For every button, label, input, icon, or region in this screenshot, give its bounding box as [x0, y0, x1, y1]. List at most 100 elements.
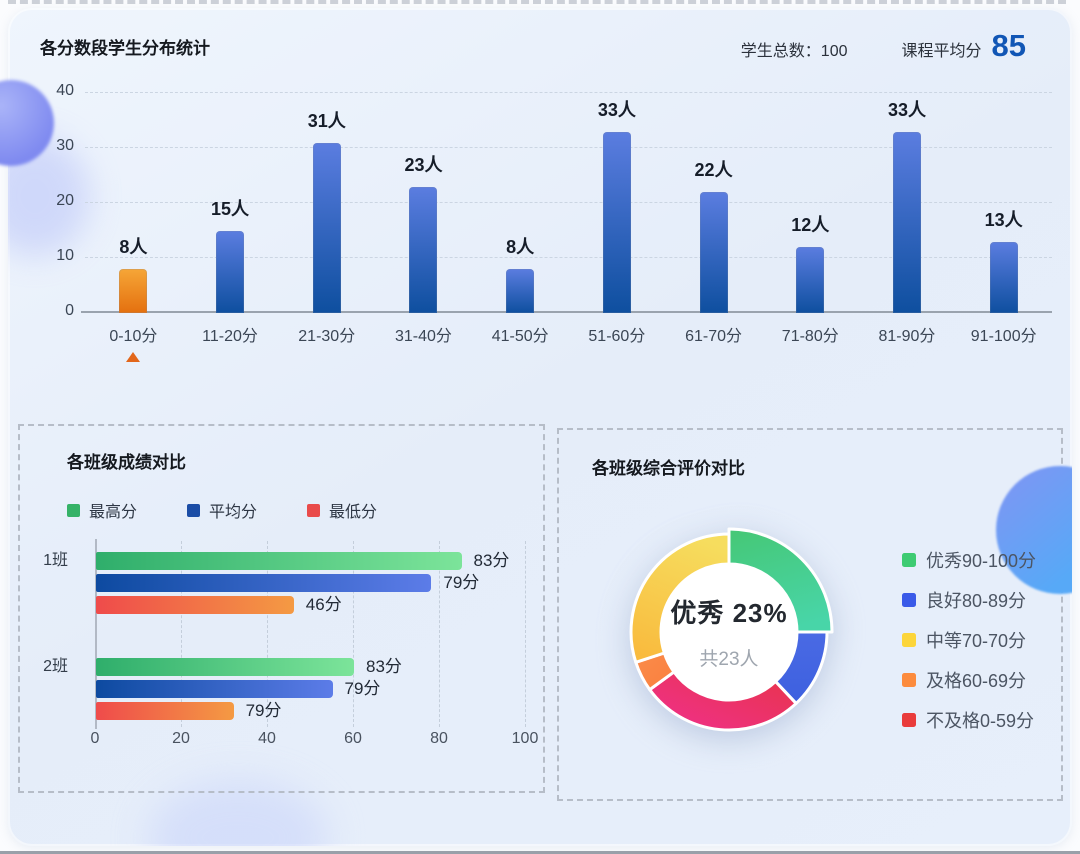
class-score-title: 各班级成绩对比 [67, 453, 186, 472]
highlight-triangle-icon [126, 352, 141, 362]
legend-swatch-icon [187, 503, 201, 517]
bar-value-label-0: 8人 [119, 237, 148, 257]
gridline-x-60 [353, 541, 354, 727]
course-average-value: 85 [991, 28, 1026, 63]
hbar-value-label-g1-s2: 79分 [245, 701, 282, 720]
evaluation-legend-item-2[interactable]: 中等70-70分 [902, 630, 1036, 651]
gridline-x-40 [267, 541, 268, 727]
bar-value-label-5: 33人 [597, 99, 636, 120]
vbar-5[interactable] [602, 131, 631, 313]
x-category-7: 71-80分 [781, 328, 839, 345]
legend-swatch-icon [902, 633, 916, 647]
x-category-2: 21-30分 [298, 328, 356, 345]
hbar-value-label-g0-s1: 79分 [443, 573, 480, 592]
score-distribution-plot: 8人 15人 31人 23人 8人 33人 22人 12人 33人 13人 [81, 92, 1052, 313]
score-distribution-title: 各分数段学生分布统计 [40, 39, 210, 58]
x-category-9: 91-100分 [970, 328, 1037, 345]
y-tick-40: 40 [56, 82, 74, 99]
class-evaluation-title: 各班级综合评价对比 [592, 459, 745, 478]
legend-item-最低分[interactable]: 最低分 [307, 498, 377, 522]
vbar-3[interactable] [409, 186, 438, 313]
gridline-y-10 [85, 257, 1052, 258]
donut-hole [660, 563, 798, 701]
legend-swatch-icon [67, 503, 80, 517]
hbar-g0-s1[interactable] [96, 574, 432, 592]
legend-swatch-icon [902, 593, 916, 607]
gridline-x-20 [181, 541, 182, 727]
bar-slot-0: 8人 [85, 92, 182, 313]
hbar-g1-s2[interactable] [96, 702, 234, 720]
bar-slot-9: 13人 [955, 92, 1052, 313]
bar-slot-8: 33人 [859, 92, 956, 313]
bar-slots: 8人 15人 31人 23人 8人 33人 22人 12人 33人 13人 [85, 92, 1052, 313]
evaluation-legend-item-0[interactable]: 优秀90-100分 [902, 550, 1036, 571]
hbar-value-label-g0-s2: 46分 [305, 595, 342, 614]
gridline-y-30 [85, 147, 1052, 148]
class-evaluation-legend: 优秀90-100分良好80-89分 中等70-70分及格60-69分不及格0-59… [902, 550, 1036, 731]
x-tick-0: 0 [90, 730, 100, 747]
x-category-1: 11-20分 [202, 328, 258, 345]
vbar-8[interactable] [892, 131, 921, 313]
hbar-g0-s2[interactable] [96, 596, 294, 614]
x-tick-80: 80 [430, 730, 448, 747]
course-average-label: 课程平均分 [901, 43, 982, 60]
legend-label: 不及格0-59分 [926, 711, 1035, 731]
gridline-x-100 [525, 541, 526, 727]
bar-slot-4: 8人 [472, 92, 569, 313]
bar-slot-3: 23人 [375, 92, 472, 313]
vbar-2[interactable] [312, 142, 341, 313]
legend-swatch-icon [307, 503, 321, 517]
vbar-1[interactable] [216, 230, 245, 313]
legend-label: 良好80-89分 [926, 591, 1027, 611]
x-tick-20: 20 [172, 730, 190, 747]
x-tick-60: 60 [344, 730, 362, 747]
legend-label: 最低分 [329, 504, 378, 521]
bar-slot-2: 31人 [278, 92, 375, 313]
evaluation-donut-chart [629, 527, 834, 732]
vbar-0[interactable] [119, 269, 148, 313]
hbar-value-label-g1-s0: 83分 [366, 657, 402, 676]
class-score-plot: 83分 79分 46分 83分 79分 79分 [95, 539, 526, 729]
bar-value-label-6: 22人 [694, 160, 733, 180]
evaluation-legend-item-1[interactable]: 良好80-89分 [902, 590, 1036, 611]
legend-swatch-icon [902, 553, 916, 567]
evaluation-legend-item-3[interactable]: 及格60-69分 [902, 670, 1036, 691]
bar-slot-7: 12人 [762, 92, 859, 313]
top-dashed-divider [8, 0, 1066, 4]
legend-item-平均分[interactable]: 平均分 [187, 498, 257, 522]
bar-value-label-2: 31人 [307, 110, 346, 131]
vbar-6[interactable] [699, 192, 728, 313]
bar-slot-1: 15人 [182, 92, 279, 313]
y-tick-10: 10 [56, 247, 74, 264]
hbar-g1-s1[interactable] [96, 680, 333, 698]
x-tick-100: 100 [511, 730, 539, 747]
legend-label: 中等70-70分 [926, 631, 1027, 651]
group-label-2: 2班 [43, 658, 68, 675]
class-score-legend: 最高分 平均分 最低分 [67, 498, 377, 522]
y-tick-20: 20 [56, 192, 74, 209]
x-axis-line [81, 311, 1052, 313]
x-category-3: 31-40分 [394, 328, 452, 345]
vbar-9[interactable] [989, 241, 1018, 313]
legend-item-最高分[interactable]: 最高分 [67, 498, 137, 522]
y-tick-0: 0 [65, 302, 74, 319]
x-category-0: 0-10分 [85, 322, 182, 362]
students-total-value: 100 [820, 43, 848, 60]
hbar-value-label-g0-s0: 83分 [473, 551, 510, 570]
class-score-panel: 各班级成绩对比 最高分 平均分 最低分 83分 79分 46分 83分 79分 79分 0 20… [18, 424, 545, 793]
vbar-7[interactable] [796, 247, 825, 313]
vbar-4[interactable] [506, 269, 535, 313]
hbar-g1-s0[interactable] [96, 658, 354, 676]
bar-value-label-4: 8人 [506, 237, 535, 257]
hbar-g0-s0[interactable] [96, 552, 462, 570]
evaluation-legend-item-4[interactable]: 不及格0-59分 [902, 710, 1036, 731]
header-stats: 学生总数： 100 课程平均分 85 [741, 28, 1026, 64]
x-tick-40: 40 [258, 730, 276, 747]
bar-value-label-8: 33人 [887, 99, 926, 120]
bar-value-label-9: 13人 [984, 209, 1023, 230]
students-total-label: 学生总数： [740, 43, 821, 60]
legend-swatch-icon [902, 713, 916, 727]
class-evaluation-panel: 各班级综合评价对比 优秀 23% 共23人 优秀90-100分 良好80-89分中… [557, 428, 1063, 801]
score-distribution-x-axis: 0-10分 11-20分 21-30分 31-40分 41-50分 51-60分 61-70… [85, 322, 1052, 362]
